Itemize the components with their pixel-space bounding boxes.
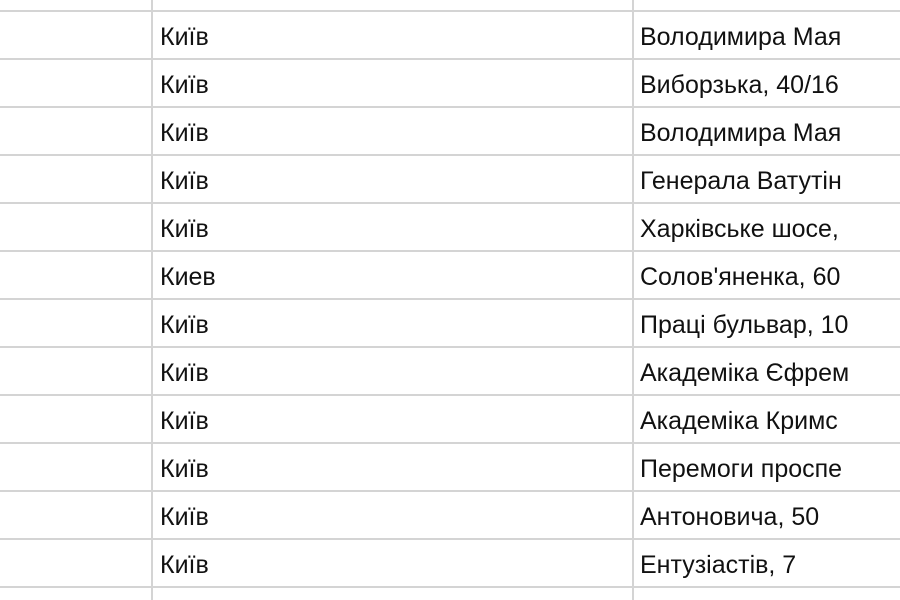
table-row: Київ Академіка Єфрем: [0, 348, 900, 394]
row-divider: [0, 346, 900, 348]
address-cell[interactable]: Антоновича, 50: [640, 503, 820, 531]
table-row: Київ Академіка Кримс: [0, 396, 900, 442]
city-cell[interactable]: Київ: [160, 455, 209, 483]
city-cell[interactable]: Київ: [160, 215, 209, 243]
address-cell[interactable]: Харківське шосе,: [640, 215, 839, 243]
row-divider: [0, 298, 900, 300]
table-row: Київ Харківське шосе,: [0, 204, 900, 250]
city-cell[interactable]: Київ: [160, 167, 209, 195]
table-row: Київ Антоновича, 50: [0, 492, 900, 538]
table-row: Київ Ентузіастів, 7: [0, 540, 900, 586]
address-cell[interactable]: Володимира Мая: [640, 23, 842, 51]
table-row: Киев Солов'яненка, 60: [0, 252, 900, 298]
city-cell[interactable]: Київ: [160, 119, 209, 147]
city-cell[interactable]: Київ: [160, 311, 209, 339]
address-cell[interactable]: Академіка Кримс: [640, 407, 838, 435]
row-divider: [0, 250, 900, 252]
address-cell[interactable]: Академіка Єфрем: [640, 359, 850, 387]
column-divider: [632, 0, 634, 600]
table-row: Київ Виборзька, 40/16: [0, 60, 900, 106]
address-cell[interactable]: Виборзька, 40/16: [640, 71, 839, 99]
city-cell[interactable]: Київ: [160, 359, 209, 387]
table-row: Київ Праці бульвар, 10: [0, 300, 900, 346]
city-cell[interactable]: Київ: [160, 551, 209, 579]
city-cell[interactable]: Київ: [160, 407, 209, 435]
row-divider: [0, 58, 900, 60]
table-row: Київ Володимира Мая: [0, 12, 900, 58]
row-divider: [0, 538, 900, 540]
row-divider: [0, 586, 900, 588]
row-divider: [0, 394, 900, 396]
table-row: Київ Володимира Мая: [0, 108, 900, 154]
column-divider: [151, 0, 153, 600]
row-divider: [0, 10, 900, 12]
table-row: Київ Перемоги проспе: [0, 444, 900, 490]
row-divider: [0, 202, 900, 204]
address-cell[interactable]: Володимира Мая: [640, 119, 842, 147]
row-divider: [0, 154, 900, 156]
row-divider: [0, 490, 900, 492]
row-divider: [0, 106, 900, 108]
address-cell[interactable]: Праці бульвар, 10: [640, 311, 849, 339]
city-cell[interactable]: Київ: [160, 23, 209, 51]
city-cell[interactable]: Киев: [160, 263, 216, 291]
city-cell[interactable]: Київ: [160, 503, 209, 531]
address-cell[interactable]: Ентузіастів, 7: [640, 551, 797, 579]
row-divider: [0, 442, 900, 444]
address-cell[interactable]: Генерала Ватутін: [640, 167, 842, 195]
address-cell[interactable]: Солов'яненка, 60: [640, 263, 841, 291]
table-row: Київ Генерала Ватутін: [0, 156, 900, 202]
address-cell[interactable]: Перемоги проспе: [640, 455, 843, 483]
city-cell[interactable]: Київ: [160, 71, 209, 99]
